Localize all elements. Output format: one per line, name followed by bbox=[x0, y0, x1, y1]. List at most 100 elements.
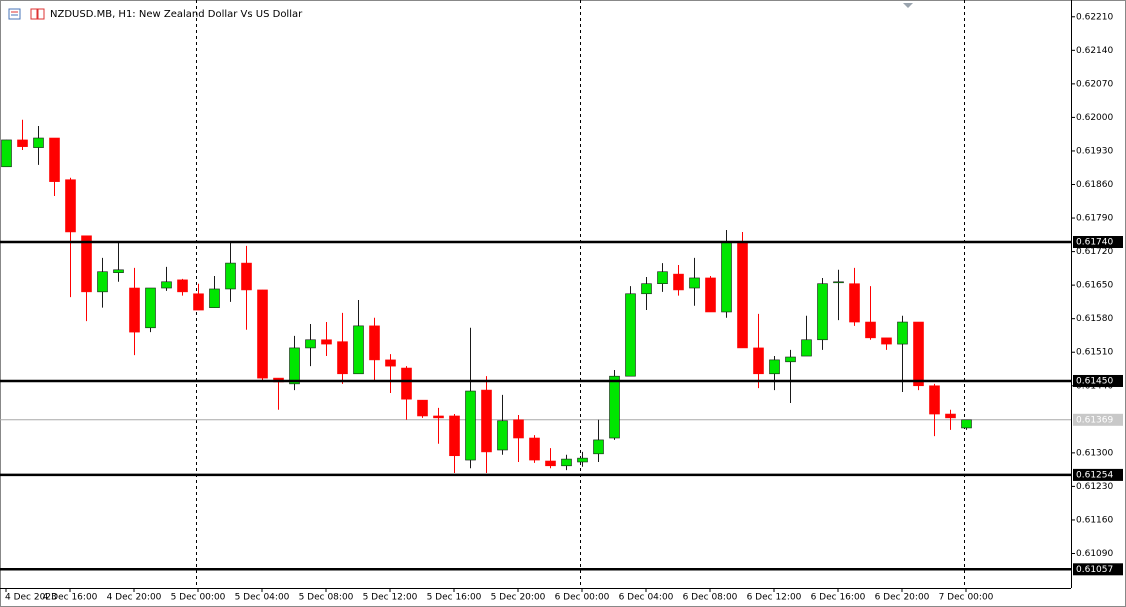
candle-body bbox=[321, 339, 332, 345]
candle-body bbox=[721, 241, 732, 313]
shift-marker bbox=[903, 3, 913, 8]
x-tick-label: 4 Dec 20:00 bbox=[107, 593, 162, 603]
y-tick-label: 0.62070 bbox=[1076, 79, 1113, 89]
candle-body bbox=[65, 179, 76, 233]
x-tick-label: 6 Dec 08:00 bbox=[683, 593, 738, 603]
level-label: 0.61740 bbox=[1076, 238, 1113, 248]
candle-body bbox=[241, 262, 252, 291]
candle-body bbox=[593, 439, 604, 455]
candle-body bbox=[305, 339, 316, 349]
candle-body bbox=[561, 458, 572, 467]
candle-body bbox=[657, 271, 668, 284]
candle-body bbox=[673, 273, 684, 291]
level-label: 0.61057 bbox=[1076, 565, 1113, 575]
candle-body bbox=[1, 139, 12, 168]
candle-body bbox=[545, 460, 556, 467]
candle-body bbox=[385, 359, 396, 367]
y-tick-label: 0.61300 bbox=[1076, 448, 1113, 458]
candle-body bbox=[449, 415, 460, 457]
x-tick-label: 5 Dec 12:00 bbox=[363, 593, 418, 603]
candle-body bbox=[833, 281, 844, 284]
candle-body bbox=[513, 419, 524, 439]
candle-body bbox=[689, 277, 700, 289]
level-label: 0.61254 bbox=[1076, 470, 1113, 480]
current-price-box bbox=[1073, 413, 1123, 426]
x-tick-label: 5 Dec 00:00 bbox=[171, 593, 226, 603]
candle-body bbox=[417, 399, 428, 417]
level-box bbox=[1073, 374, 1123, 387]
y-tick-label: 0.61860 bbox=[1076, 180, 1113, 190]
candle-body bbox=[865, 321, 876, 339]
candle-body bbox=[401, 367, 412, 400]
candle-body bbox=[961, 419, 972, 429]
y-tick-label: 0.61650 bbox=[1076, 281, 1113, 291]
level-box bbox=[1073, 563, 1123, 576]
x-tick-label: 5 Dec 20:00 bbox=[491, 593, 546, 603]
candle-body bbox=[881, 337, 892, 345]
candle-body bbox=[737, 241, 748, 349]
candle-body bbox=[913, 321, 924, 387]
candle-body bbox=[49, 137, 60, 182]
candle-body bbox=[577, 457, 588, 463]
candle-body bbox=[353, 325, 364, 375]
current-price-label: 0.61369 bbox=[1076, 415, 1113, 425]
x-tick-label: 6 Dec 16:00 bbox=[811, 593, 866, 603]
candle-body bbox=[145, 287, 156, 329]
candle-body bbox=[849, 283, 860, 323]
y-tick-label: 0.61510 bbox=[1076, 348, 1113, 358]
chart-title: NZDUSD.MB, H1: New Zealand Dollar Vs US … bbox=[50, 9, 303, 20]
candle-body bbox=[369, 325, 380, 361]
candle-body bbox=[97, 271, 108, 293]
candle-body bbox=[209, 288, 220, 308]
candle-body bbox=[225, 262, 236, 290]
candle-body bbox=[433, 415, 444, 419]
x-tick-label: 7 Dec 00:00 bbox=[939, 593, 994, 603]
candle-body bbox=[769, 359, 780, 375]
candle-body bbox=[753, 347, 764, 375]
y-tick-label: 0.62140 bbox=[1076, 46, 1113, 56]
y-tick-label: 0.61090 bbox=[1076, 549, 1113, 559]
level-box bbox=[1073, 468, 1123, 481]
y-tick-label: 0.62210 bbox=[1076, 12, 1113, 22]
candle-body bbox=[625, 293, 636, 377]
level-box bbox=[1073, 236, 1123, 249]
candle-body bbox=[465, 390, 476, 461]
candle-body bbox=[337, 341, 348, 375]
x-tick-label: 5 Dec 04:00 bbox=[235, 593, 290, 603]
candle-body bbox=[785, 356, 796, 363]
x-tick-label: 6 Dec 04:00 bbox=[619, 593, 674, 603]
candle-body bbox=[497, 420, 508, 451]
y-tick-label: 0.61160 bbox=[1076, 515, 1113, 525]
candle-body bbox=[129, 287, 140, 333]
y-tick-label: 0.62000 bbox=[1076, 113, 1113, 123]
candle-body bbox=[257, 289, 268, 379]
candle-body bbox=[81, 235, 92, 293]
candle-body bbox=[113, 269, 124, 273]
y-tick-label: 0.61790 bbox=[1076, 214, 1113, 224]
candle-body bbox=[33, 137, 44, 148]
candle-body bbox=[177, 279, 188, 293]
candle-body bbox=[289, 347, 300, 385]
x-tick-label: 6 Dec 20:00 bbox=[875, 593, 930, 603]
y-tick-label: 0.61230 bbox=[1076, 482, 1113, 492]
candle-body bbox=[481, 389, 492, 453]
x-tick-label: 5 Dec 16:00 bbox=[427, 593, 482, 603]
x-tick-label: 5 Dec 08:00 bbox=[299, 593, 354, 603]
candle-body bbox=[529, 437, 540, 461]
toolbar-icons bbox=[8, 8, 45, 20]
candle-body bbox=[193, 293, 204, 311]
candle-body bbox=[929, 385, 940, 415]
x-tick-label: 6 Dec 12:00 bbox=[747, 593, 802, 603]
candle-body bbox=[161, 281, 172, 289]
candle-body bbox=[897, 321, 908, 345]
x-tick-label: 4 Dec 2023 bbox=[5, 593, 57, 603]
x-tick-label: 4 Dec 16:00 bbox=[43, 593, 98, 603]
candle-body bbox=[801, 339, 812, 357]
y-tick-label: 0.61720 bbox=[1076, 247, 1113, 257]
candle-body bbox=[945, 413, 956, 419]
candle-body bbox=[17, 139, 28, 147]
x-tick-label: 6 Dec 00:00 bbox=[555, 593, 610, 603]
candle-body bbox=[641, 283, 652, 295]
